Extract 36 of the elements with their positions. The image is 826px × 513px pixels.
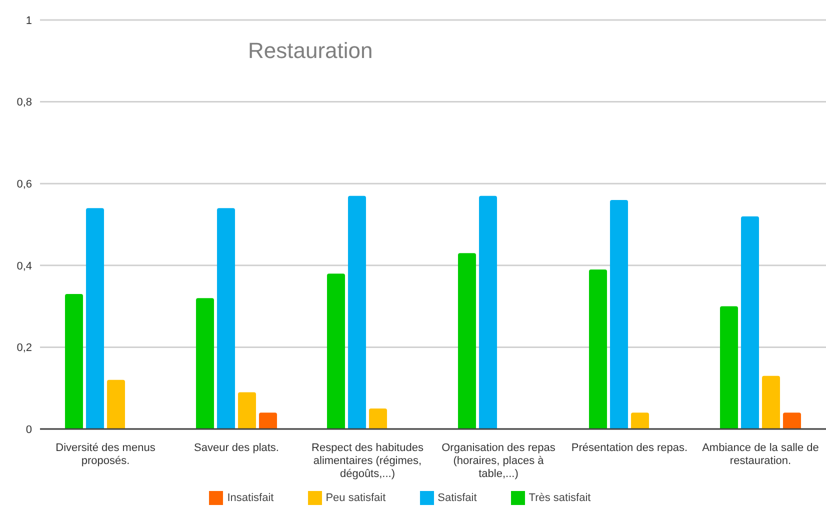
y-tick-label: 0,8: [16, 96, 32, 109]
bar: [217, 208, 235, 429]
bar: [720, 306, 738, 429]
bar: [259, 412, 277, 429]
bar: [458, 253, 476, 429]
y-tick-label: 0,2: [16, 342, 32, 354]
y-tick-label: 0,4: [16, 260, 32, 272]
bar: [783, 412, 801, 429]
bar: [107, 380, 125, 429]
legend-label: Satisfait: [438, 492, 477, 504]
bar: [762, 376, 780, 429]
text: Restauration: [248, 38, 373, 64]
bar: [741, 216, 759, 429]
bar: [631, 412, 649, 429]
bar: [479, 196, 497, 429]
x-tick-label: Présentation des repas.: [571, 442, 688, 454]
x-tick-label: Diversité des menus proposés.: [56, 442, 156, 467]
y-tick-label: 0,6: [16, 178, 32, 191]
y-tick-label: 0: [26, 424, 32, 436]
bar: [327, 274, 345, 429]
y-tick-label: 1: [26, 14, 32, 27]
bar: [65, 294, 83, 429]
bar: [589, 269, 607, 429]
bar: [348, 196, 366, 429]
legend-label: Très satisfait: [528, 492, 591, 504]
legend-label: Peu satisfait: [326, 492, 386, 504]
bar: [369, 408, 387, 429]
legend-label: Insatisfait: [227, 492, 274, 504]
bar: [610, 200, 628, 429]
x-tick-label: Saveur des plats.: [194, 442, 279, 454]
x-tick-label: Respect des habitudes alimentaires (régimes, dégoûts,...): [312, 442, 424, 480]
bar: [238, 392, 256, 429]
x-tick-label: Ambiance de la salle de restauration.: [702, 442, 819, 467]
bar: [86, 208, 104, 429]
bar: [196, 298, 214, 429]
x-tick-label: Organisation des repas (horaires, places à table,...): [442, 442, 556, 480]
